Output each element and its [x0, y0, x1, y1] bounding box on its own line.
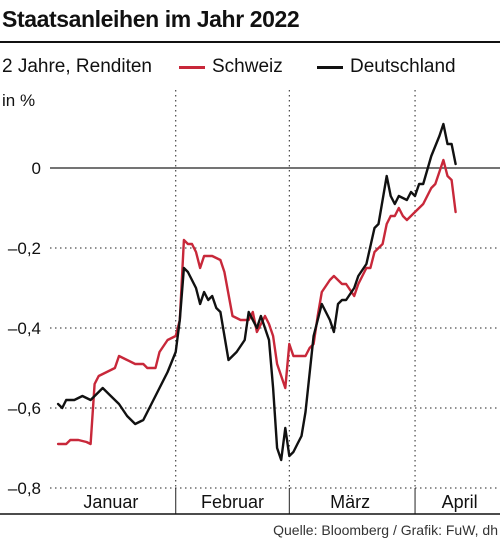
series-line-deutschland [56, 122, 457, 462]
y-tick-label: –0,8 [8, 479, 41, 498]
x-month-label: Februar [201, 492, 264, 512]
legend-label-schweiz: Schweiz [212, 56, 283, 77]
y-tick-label: –0,2 [8, 239, 41, 258]
y-tick-label: –0,6 [8, 399, 41, 418]
legend-item-deutschland: Deutschland [317, 56, 456, 78]
source-note: Quelle: Bloomberg / Grafik: FuW, dh [273, 522, 498, 538]
series-line-schweiz [56, 158, 457, 446]
x-month-label: Januar [83, 492, 138, 512]
y-axis-label: in % [2, 91, 35, 110]
chart-subtitle: 2 Jahre, Renditen [2, 56, 152, 77]
legend-swatch-deutschland [317, 65, 343, 69]
title-rule [0, 41, 500, 43]
x-month-label: April [442, 492, 478, 512]
legend-item-schweiz: Schweiz [179, 56, 283, 78]
y-tick-label: –0,4 [8, 319, 41, 338]
chart-title: Staatsanleihen im Jahr 2022 [2, 6, 300, 32]
legend-label-deutschland: Deutschland [350, 56, 456, 77]
y-tick-label: 0 [32, 159, 41, 178]
legend-swatch-schweiz [179, 65, 205, 69]
x-month-label: März [330, 492, 370, 512]
